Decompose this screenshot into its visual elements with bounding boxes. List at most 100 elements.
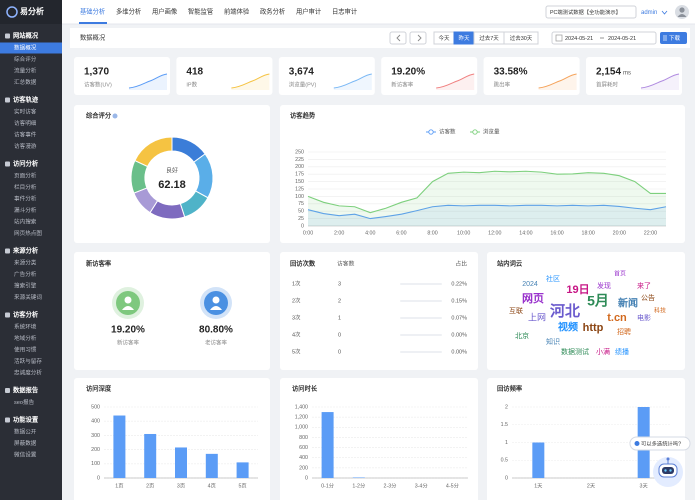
kpi-card [586,57,682,95]
cloud-word[interactable]: 招聘 [617,327,631,336]
menu-group-title: 访客轨迹 [13,95,39,104]
pager-chevron [417,34,422,42]
download-button[interactable] [660,32,687,44]
cloud-word[interactable]: 绩播 [615,347,629,356]
x-tick-label: 3-4分 [415,481,429,489]
cloud-word[interactable]: 河北 [550,302,580,320]
menu-item[interactable]: 活跃与留存 [14,357,42,365]
cloud-word[interactable]: 上网 [528,312,546,322]
x-tick-label: 18:00 [582,230,595,236]
y-tick-label: 1,000 [295,425,308,431]
menu-item[interactable]: 屏蔽数据 [14,439,37,447]
menu-item[interactable]: 数据概况 [14,43,37,51]
cloud-word[interactable]: 社区 [546,274,560,283]
menu-item[interactable]: 忠诚度分析 [14,368,42,376]
menu-item[interactable]: 流量分析 [14,66,37,74]
x-tick-label: 4:00 [365,230,375,236]
nav-tab[interactable]: 日志审计 [332,7,358,16]
nav-tab[interactable]: 前端体验 [224,7,250,16]
pager-button[interactable] [409,31,427,45]
cloud-word[interactable]: 互联 [509,306,523,315]
menu-item[interactable]: 搜索引擎 [14,281,37,289]
panel-title: 访问深度 [86,384,112,393]
menu-item[interactable]: 数据公开 [14,427,37,435]
menu-item[interactable]: 来源分类 [14,258,37,266]
cloud-word[interactable]: 视频 [558,321,578,334]
menu-item[interactable]: 漏斗分析 [14,206,37,214]
menu-item[interactable]: 使用习惯 [14,345,37,353]
nav-tab[interactable]: 用户审计 [296,7,322,16]
progress-track [400,351,442,353]
menu-group-title: 来源分析 [12,246,39,255]
menu-item[interactable]: 网页热点图 [14,229,42,237]
x-tick-label: 6:00 [396,230,406,236]
cloud-word[interactable]: 北京 [515,331,529,340]
cloud-word[interactable]: 5月 [587,293,609,309]
menu-item[interactable]: 访客明细 [14,119,37,127]
cloud-word[interactable]: 小满 [596,347,610,356]
cloud-word[interactable]: t.cn [607,312,627,324]
table-cell: 3 [338,281,341,287]
kpi-label: 跳出率 [494,80,511,88]
menu-item[interactable]: seo报告 [14,398,35,406]
table-cell: 2次 [292,296,301,304]
menu-item[interactable]: 访客漫游 [14,142,37,150]
table-cell: 5次 [292,347,301,355]
nav-tab[interactable]: 基础分析 [80,7,106,16]
cloud-word[interactable]: 发现 [597,281,611,290]
menu-item[interactable]: 栏目分析 [14,183,37,191]
menu-item[interactable]: 来源关键词 [14,293,42,301]
cloud-word[interactable]: 数据测试 [561,347,589,356]
menu-group-icon [5,161,10,167]
menu-item[interactable]: 访客事件 [14,130,37,138]
menu-item[interactable]: 事件分析 [14,194,37,202]
menu-item[interactable]: 汇总数据 [14,78,37,86]
kpi-value: 418 [186,67,203,78]
panel-title: 访问时长 [292,384,318,393]
menu-item[interactable]: 页面分析 [14,171,37,179]
legend-label[interactable]: 访客数 [439,127,456,135]
range-button[interactable] [503,31,539,45]
menu-item[interactable]: 站内搜索 [14,217,37,225]
cloud-word[interactable]: 新闻 [618,297,638,310]
revisit-panel [280,252,478,370]
pager-button[interactable] [389,31,407,45]
help-bubble[interactable] [629,436,691,451]
y-tick-label: 1,400 [295,404,308,410]
nav-tab[interactable]: 多维分析 [116,7,142,16]
cloud-word[interactable]: 19日 [566,283,589,296]
nav-tab[interactable]: 用户画像 [152,7,178,16]
kpi-sparkline [231,73,270,89]
cloud-word[interactable]: 来了 [637,282,651,290]
nav-tab[interactable]: 政务分析 [260,7,286,16]
y-tick-label: 400 [299,455,308,461]
range-label: 今天 [438,34,450,42]
menu-item[interactable]: 实时访客 [14,107,37,115]
user-caret [661,10,668,15]
menu-item[interactable]: 综合评分 [14,55,37,63]
menu-group-title: 访客分析 [13,310,39,319]
cloud-word[interactable]: 科技 [654,307,666,315]
x-tick-label: 10:00 [457,230,470,236]
cloud-word[interactable]: 公告 [641,293,655,302]
nav-tab[interactable]: 智能监管 [188,7,213,16]
series-line [307,204,667,220]
legend-label[interactable]: 浏览量 [483,127,500,135]
kpi-card [381,57,478,95]
y-tick-label: 400 [91,419,100,425]
bar [113,415,126,478]
site-select[interactable] [545,5,637,19]
cloud-word[interactable]: 知识 [546,337,560,346]
panel-title: 综合评分 [86,111,112,120]
cloud-word[interactable]: 2024 [522,281,538,288]
menu-item[interactable]: 系统环境 [14,322,37,330]
cloud-word[interactable]: 网页 [522,292,544,305]
cloud-word[interactable]: 电影 [637,313,651,322]
y-tick-label: 1,200 [295,415,308,421]
menu-item[interactable]: 广告分析 [14,270,37,278]
menu-item[interactable]: 微信设置 [14,450,37,458]
menu-item[interactable]: 地域分析 [14,334,37,342]
cloud-word[interactable]: http [583,322,604,334]
user-name[interactable]: admin [641,10,657,16]
cloud-word[interactable]: 首页 [614,270,626,278]
